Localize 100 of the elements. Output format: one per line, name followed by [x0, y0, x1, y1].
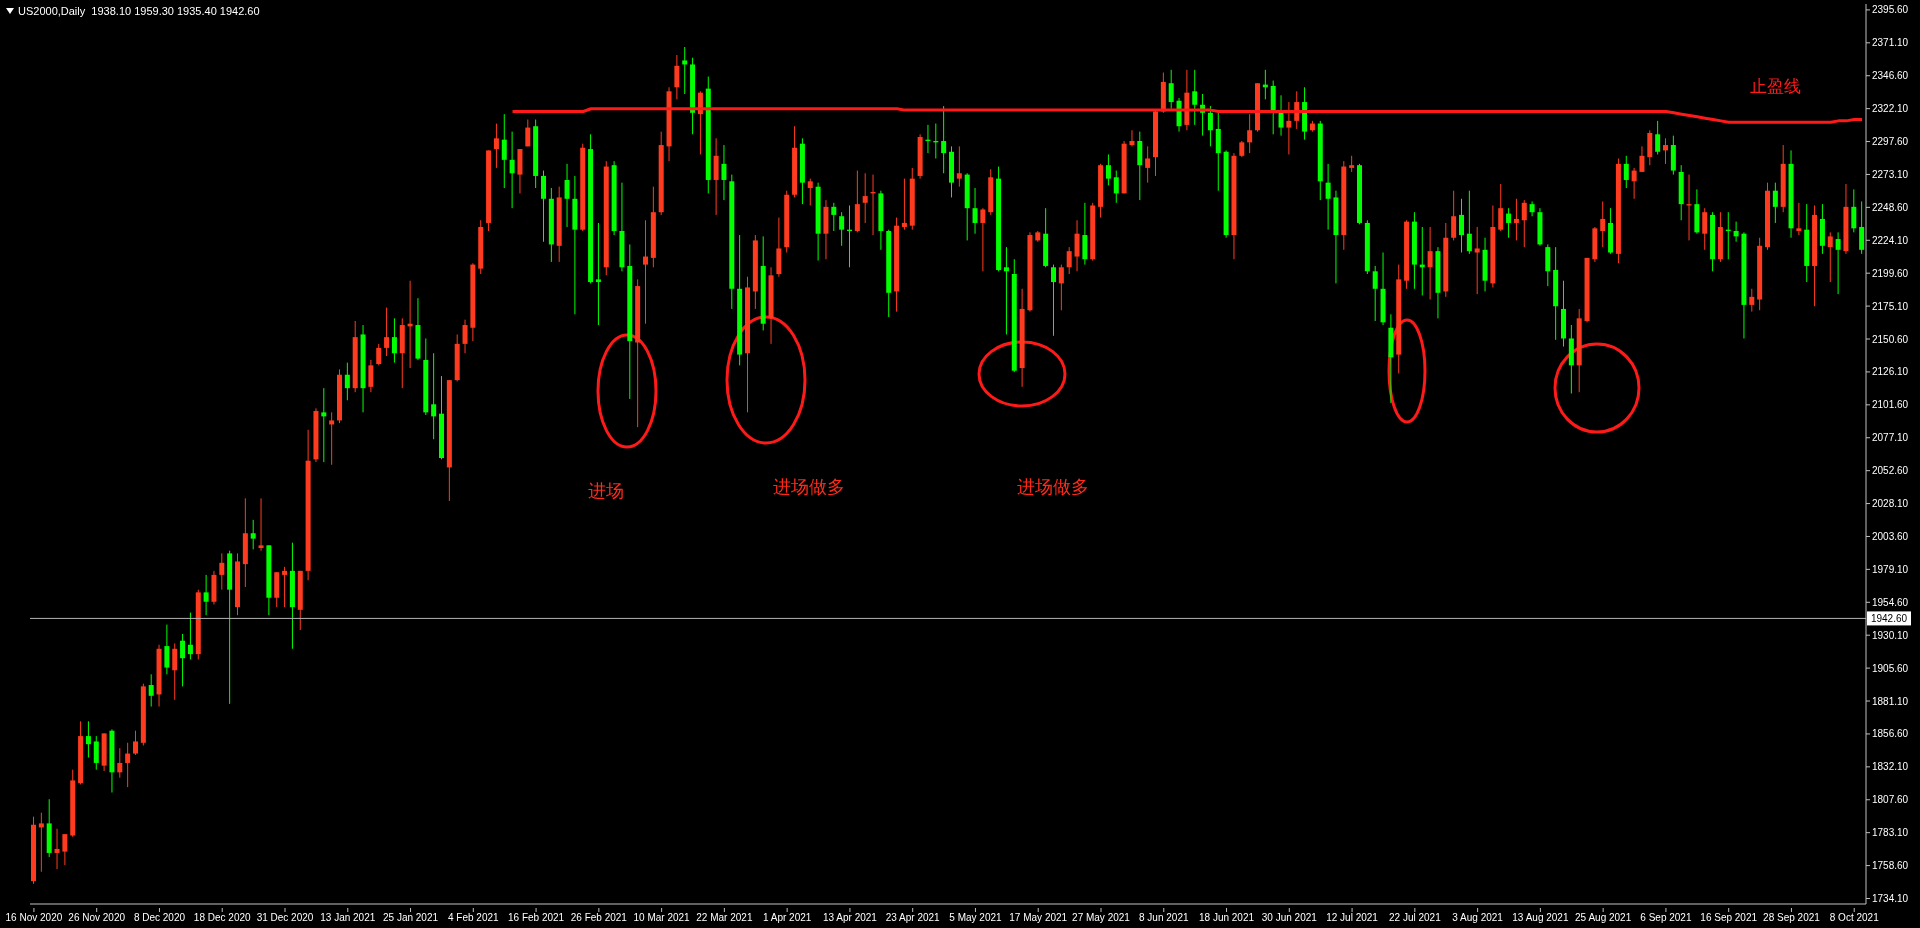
x-tick-label: 3 Aug 2021 — [1452, 912, 1504, 923]
y-tick-label: 1930.10 — [1872, 629, 1909, 641]
candlestick — [501, 113, 507, 189]
x-tick-label: 26 Nov 2020 — [68, 912, 126, 923]
candlestick — [1058, 264, 1064, 311]
candlestick — [172, 642, 178, 701]
candlestick — [1207, 105, 1213, 147]
x-tick-label: 22 Mar 2021 — [696, 912, 753, 923]
candlestick — [148, 673, 154, 708]
candlestick — [376, 343, 382, 366]
candlestick — [674, 54, 680, 100]
candlestick — [203, 574, 209, 616]
y-tick-label: 1856.60 — [1872, 728, 1909, 740]
y-tick-label: 1979.10 — [1872, 563, 1909, 575]
x-tick-label: 16 Feb 2021 — [507, 912, 565, 923]
candlestick — [721, 144, 727, 201]
candlestick — [541, 170, 546, 243]
candlestick — [38, 812, 44, 873]
candlestick — [164, 624, 170, 675]
x-tick-label: 25 Jan 2021 — [383, 912, 439, 923]
candlestick — [807, 178, 813, 206]
y-tick-label: 1881.10 — [1872, 695, 1909, 707]
y-tick-label: 1783.10 — [1872, 827, 1909, 839]
x-tick-label: 12 Jul 2021 — [1326, 912, 1379, 923]
y-tick-label: 1954.60 — [1872, 596, 1909, 608]
x-tick-label: 25 Aug 2021 — [1575, 912, 1632, 923]
x-tick-label: 13 Jan 2021 — [320, 912, 376, 923]
candlestick — [1192, 69, 1198, 126]
candlestick — [941, 105, 947, 174]
candlestick — [1003, 246, 1009, 335]
candlestick — [1325, 163, 1331, 231]
candlestick — [1529, 200, 1535, 217]
x-tick-label: 4 Feb 2021 — [448, 912, 500, 923]
candlestick — [1066, 246, 1072, 275]
candlestick — [125, 742, 131, 788]
x-tick-label: 8 Oct 2021 — [1829, 912, 1880, 923]
x-tick-label: 30 Jun 2021 — [1261, 912, 1318, 923]
x-tick-label: 10 Mar 2021 — [633, 912, 691, 923]
candlestick — [250, 519, 256, 550]
candlestick — [862, 172, 868, 224]
y-tick-label: 1807.60 — [1872, 794, 1909, 806]
candlestick — [187, 612, 193, 661]
candlestick — [1105, 153, 1111, 186]
x-tick-label: 8 Dec 2020 — [133, 912, 186, 923]
candlestick — [1851, 188, 1857, 233]
x-tick-label: 22 Jul 2021 — [1388, 912, 1442, 923]
candlestick — [93, 735, 99, 771]
candlestick — [1513, 198, 1519, 241]
y-tick-label: 1832.10 — [1872, 761, 1909, 773]
candlestick — [1772, 182, 1778, 224]
y-tick-label: 2322.10 — [1872, 103, 1909, 115]
x-tick-label: 5 May 2021 — [949, 912, 1003, 923]
x-tick-label: 17 May 2021 — [1009, 912, 1068, 923]
y-tick-label: 1734.10 — [1872, 893, 1909, 905]
candlestick — [1051, 264, 1056, 337]
y-tick-label: 1905.60 — [1872, 662, 1909, 674]
candlestick — [258, 497, 264, 552]
x-tick-label: 1 Apr 2021 — [762, 912, 812, 923]
candlestick — [1145, 145, 1151, 184]
candlestick — [384, 307, 390, 357]
candlestick — [1749, 288, 1755, 313]
candlestick — [133, 730, 138, 756]
y-tick-label: 2248.60 — [1872, 201, 1909, 213]
candlestick — [1286, 101, 1292, 155]
candlestick — [329, 411, 335, 466]
candlestick — [219, 552, 225, 591]
candlestick — [493, 123, 499, 169]
x-tick-label: 23 Apr 2021 — [885, 912, 941, 923]
candlestick — [643, 219, 648, 325]
candlestick — [1827, 231, 1833, 283]
candlestick — [564, 163, 570, 228]
y-tick-label: 1758.60 — [1872, 860, 1909, 872]
y-tick-label: 2273.10 — [1872, 169, 1909, 181]
candlestick — [839, 211, 845, 247]
annotation: 进场做多 — [773, 477, 845, 497]
y-tick-label: 2052.60 — [1872, 465, 1909, 477]
candlestick — [180, 633, 186, 687]
y-tick-label: 2297.60 — [1872, 136, 1909, 148]
x-tick-label: 26 Feb 2021 — [570, 912, 628, 923]
candlestick — [1639, 145, 1645, 173]
x-tick-label: 27 May 2021 — [1072, 912, 1131, 923]
candlestick — [1247, 113, 1253, 154]
y-tick-label: 2175.10 — [1872, 300, 1909, 312]
candlestick — [1427, 226, 1433, 301]
x-tick-label: 13 Aug 2021 — [1512, 912, 1569, 923]
ref-line-label: 1942.60 — [1870, 613, 1908, 625]
candlestick — [368, 359, 374, 393]
candlestick — [321, 387, 327, 463]
candlestick — [1074, 219, 1080, 272]
candlestick — [1623, 155, 1629, 189]
candlestick — [1372, 265, 1378, 322]
candlestick — [1498, 183, 1504, 232]
candlestick — [595, 222, 601, 326]
candlestick — [1451, 190, 1457, 241]
y-tick-label: 2003.60 — [1872, 531, 1909, 543]
candlestick — [1796, 202, 1802, 236]
x-tick-label: 31 Dec 2020 — [256, 912, 314, 923]
candlestick — [1278, 94, 1284, 137]
x-tick-label: 6 Sep 2021 — [1640, 912, 1692, 923]
candlestick — [282, 566, 288, 608]
